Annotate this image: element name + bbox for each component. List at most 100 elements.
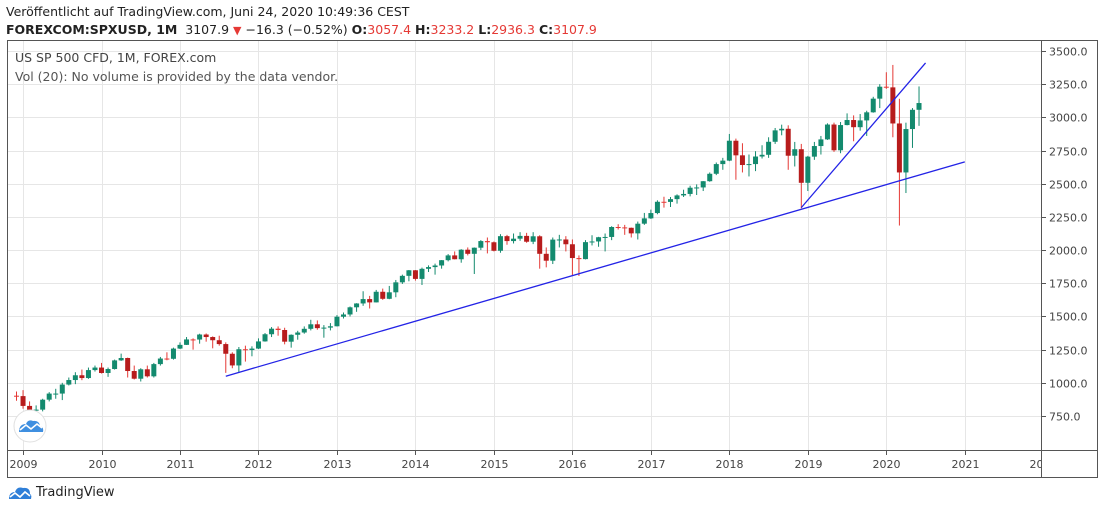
candle <box>380 288 386 300</box>
candle <box>177 342 183 349</box>
x-tick-label: 2018 <box>716 458 744 471</box>
candle-body <box>792 149 798 156</box>
candle-body <box>720 160 726 165</box>
candle <box>288 334 294 348</box>
candle <box>491 241 497 252</box>
candle <box>144 365 150 378</box>
candle-body <box>72 375 78 381</box>
brand-name[interactable]: TradingView <box>36 484 115 500</box>
candle <box>484 237 490 254</box>
candle-body <box>596 237 602 242</box>
candle-body <box>674 195 680 200</box>
candle-body <box>726 140 732 161</box>
candle <box>20 390 26 409</box>
candle-body <box>354 303 360 308</box>
candle <box>543 247 549 268</box>
candle-body <box>779 128 785 131</box>
trendline-steep-support[interactable] <box>800 62 927 209</box>
candle <box>223 342 229 373</box>
candle <box>118 353 124 361</box>
candle-body <box>707 173 713 182</box>
candle-body <box>380 291 386 299</box>
candle <box>439 260 445 269</box>
x-tick-label: 2020 <box>873 458 901 471</box>
candle-body <box>334 316 340 327</box>
tradingview-cloud-icon <box>9 487 32 499</box>
x-tick-label: 2022 <box>1030 458 1058 471</box>
candle <box>458 249 464 263</box>
candle-body <box>210 337 216 341</box>
candle <box>301 326 307 334</box>
candle <box>903 122 909 194</box>
candle-body <box>33 409 39 411</box>
candle <box>896 98 902 226</box>
candle-body <box>125 358 131 372</box>
candle-body <box>386 292 392 299</box>
footer: TradingView <box>8 484 115 500</box>
candle-body <box>733 140 739 156</box>
candle-body <box>197 334 203 340</box>
candle-body <box>59 384 65 394</box>
candle-body <box>687 187 693 194</box>
candle-body <box>615 226 621 228</box>
candle-body <box>295 332 301 335</box>
x-tick-label: 2011 <box>167 458 195 471</box>
candle <box>511 233 517 244</box>
candle-body <box>367 299 373 303</box>
price-change: −16.3 (−0.52%) <box>245 22 348 37</box>
price-axis[interactable]: 3500.0 3250.0 3000.0 2750.0 2500.0 2250.0 2000… <box>1041 46 1088 424</box>
candle <box>354 303 360 312</box>
candle-body <box>484 241 490 243</box>
x-tick-label: 2016 <box>559 458 587 471</box>
y-tick-label: 2250.0 <box>1049 212 1088 225</box>
candle-body <box>746 164 752 166</box>
candle-body <box>255 341 261 349</box>
candle <box>851 115 857 142</box>
candle <box>550 237 556 265</box>
candle <box>406 270 412 282</box>
triangle-down-icon: ▼ <box>233 24 242 37</box>
candle <box>282 327 288 345</box>
candle <box>79 369 85 381</box>
candle-body <box>229 353 235 366</box>
candle-body <box>582 242 588 260</box>
low-label: L: <box>478 22 492 37</box>
time-axis[interactable]: 2009 2010 2011 2012 2013 2014 2015 2016 2017 2018… <box>10 450 1058 471</box>
candle-body <box>452 255 458 260</box>
published-line: Veröffentlicht auf TradingView.com, Juni… <box>6 4 410 19</box>
candle-body <box>824 124 830 140</box>
candle <box>99 362 105 374</box>
trendline-long-term-support[interactable] <box>225 161 965 377</box>
candle-body <box>432 265 438 268</box>
candle-body <box>458 249 464 260</box>
candle-body <box>216 340 222 345</box>
candle-body <box>811 146 817 157</box>
candle-body <box>203 334 209 338</box>
candle <box>210 336 216 349</box>
candle <box>85 367 91 379</box>
y-tick-label: 3250.0 <box>1049 79 1088 92</box>
candle-body <box>223 344 229 354</box>
candle-body <box>79 375 85 379</box>
candle <box>269 327 275 338</box>
candle-body <box>478 241 484 248</box>
candle <box>236 346 242 373</box>
candle-body <box>439 260 445 266</box>
candle <box>582 240 588 260</box>
candle <box>877 84 883 109</box>
trendlines <box>225 62 965 377</box>
candle <box>92 365 98 372</box>
candle <box>517 232 523 241</box>
candle-body <box>236 349 242 366</box>
candle <box>628 227 634 238</box>
candle <box>556 234 562 248</box>
candle <box>831 122 837 152</box>
candle <box>203 333 209 342</box>
candle-body <box>844 120 850 126</box>
candle-body <box>301 328 307 333</box>
candle <box>772 127 778 144</box>
candle-body <box>524 235 530 242</box>
grid <box>8 41 1041 450</box>
candle <box>635 221 641 240</box>
